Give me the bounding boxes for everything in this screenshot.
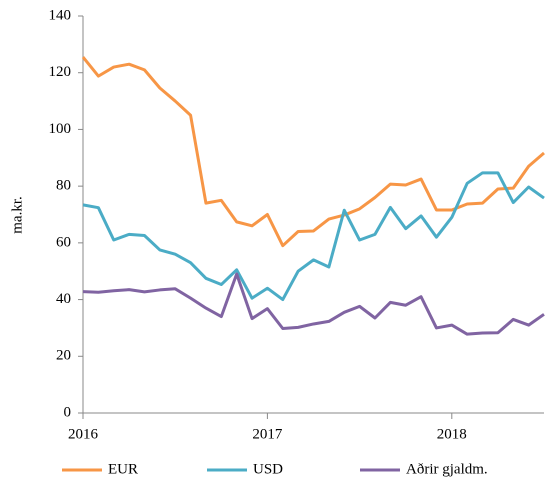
y-tick-label: 80 bbox=[56, 178, 71, 194]
legend-label: USD bbox=[253, 461, 283, 477]
y-tick-label: 60 bbox=[56, 234, 71, 250]
series-line bbox=[82, 171, 545, 302]
series-line bbox=[81, 56, 545, 248]
y-tick-label: 100 bbox=[49, 121, 72, 137]
y-tick-label: 40 bbox=[56, 291, 71, 307]
y-tick-label: 120 bbox=[49, 64, 72, 80]
y-tick-label: 140 bbox=[49, 7, 72, 23]
y-tick-label: 0 bbox=[64, 404, 72, 420]
x-tick-label: 2017 bbox=[252, 426, 283, 442]
y-tick-label: 20 bbox=[56, 348, 71, 364]
x-tick-label: 2018 bbox=[437, 426, 467, 442]
series-line bbox=[82, 272, 545, 336]
x-tick-label: 2016 bbox=[68, 426, 99, 442]
legend-label: Aðrir gjaldm. bbox=[406, 461, 488, 477]
y-axis-label: ma.kr. bbox=[9, 196, 25, 234]
legend-label: EUR bbox=[108, 461, 138, 477]
